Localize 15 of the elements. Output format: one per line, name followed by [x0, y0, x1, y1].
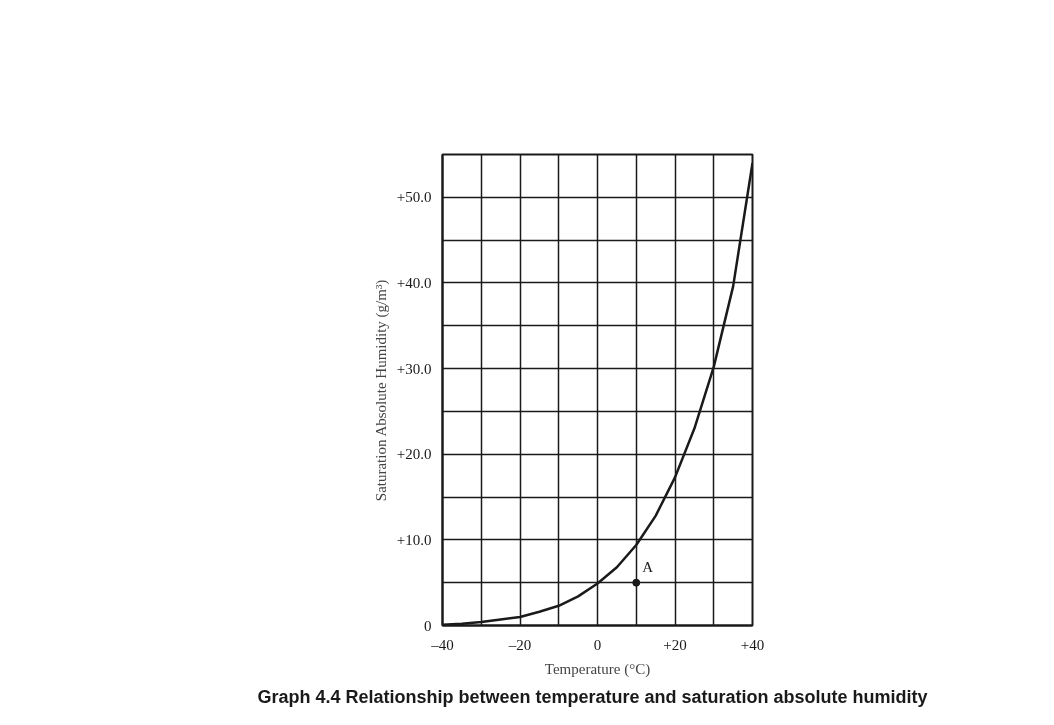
- y-tick-label: +10.0: [396, 531, 432, 548]
- x-axis-title: Temperature (°C): [544, 660, 651, 678]
- x-tick-label: 0: [593, 636, 602, 653]
- text: Graph 4.4 Relationship between temperature and saturation absolute humidity: [257, 686, 928, 707]
- x-tick-label: +40: [740, 636, 765, 653]
- y-tick-label: +50.0: [396, 189, 432, 206]
- y-tick-label: +20.0: [396, 446, 432, 463]
- x-tick-label: +20: [663, 636, 687, 653]
- y-tick-label: 0: [424, 617, 432, 634]
- y-tick-label: +30.0: [396, 360, 432, 377]
- annotation: A: [642, 558, 654, 575]
- y-axis-title: Saturation Absolute Humidity (g/m³): [372, 279, 390, 502]
- y-tick-label: +40.0: [396, 274, 432, 291]
- x-tick-label: –20: [507, 636, 532, 653]
- x-tick-label: –40: [430, 636, 454, 653]
